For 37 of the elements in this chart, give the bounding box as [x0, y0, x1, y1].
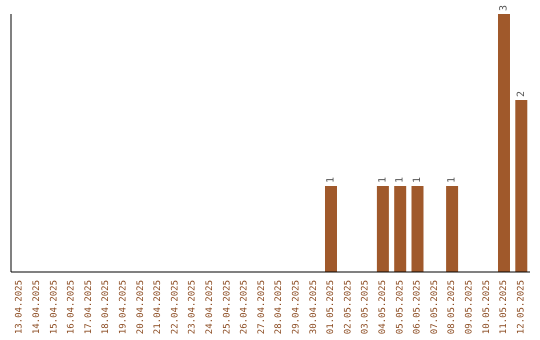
x-tick-label: 28.04.2025 [274, 280, 284, 334]
x-tick-label: 05.05.2025 [395, 280, 406, 334]
x-tick-label: 09.05.2025 [464, 280, 474, 334]
x-tick-label: 26.04.2025 [240, 280, 250, 334]
x-tick-label: 07.05.2025 [430, 280, 440, 334]
x-tick-label: 08.05.2025 [447, 280, 458, 334]
x-tick-label: 27.04.2025 [256, 280, 267, 334]
x-tick-label: 01.05.2025 [326, 280, 336, 334]
x-tick-label: 13.04.2025 [14, 280, 25, 334]
x-tick-label: 20.04.2025 [136, 280, 146, 334]
data-label: 2 [516, 90, 527, 97]
x-tick-label: 02.05.2025 [343, 280, 354, 334]
x-tick-label: 12.05.2025 [516, 280, 526, 334]
x-tick-label: 30.04.2025 [308, 280, 319, 334]
x-tick-label: 29.04.2025 [291, 280, 302, 334]
x-tick-label: 11.05.2025 [499, 280, 510, 334]
data-label: 1 [325, 176, 336, 183]
x-tick-label: 19.04.2025 [118, 280, 128, 334]
data-label: 1 [377, 176, 388, 183]
x-tick-label: 17.04.2025 [84, 280, 94, 334]
x-tick-label: 25.04.2025 [222, 280, 232, 334]
x-tick-label: 03.05.2025 [360, 280, 371, 334]
x-tick-label: 24.04.2025 [204, 280, 215, 334]
data-label: 1 [394, 176, 406, 183]
x-tick-label: 22.04.2025 [170, 280, 180, 334]
x-tick-label: 14.04.2025 [32, 280, 42, 334]
x-tick-label: 04.05.2025 [378, 280, 388, 334]
data-label: 3 [498, 4, 510, 11]
x-tick-label: 23.04.2025 [188, 280, 198, 334]
data-label: 1 [412, 176, 423, 183]
x-tick-label: 06.05.2025 [412, 280, 423, 334]
x-tick-label: 15.04.2025 [49, 280, 60, 334]
x-tick-label: 10.05.2025 [482, 280, 492, 334]
x-tick-label: 16.04.2025 [66, 280, 77, 334]
data-label: 1 [446, 176, 458, 183]
x-tick-label: 21.04.2025 [153, 280, 164, 334]
x-tick-label: 18.04.2025 [101, 280, 112, 334]
